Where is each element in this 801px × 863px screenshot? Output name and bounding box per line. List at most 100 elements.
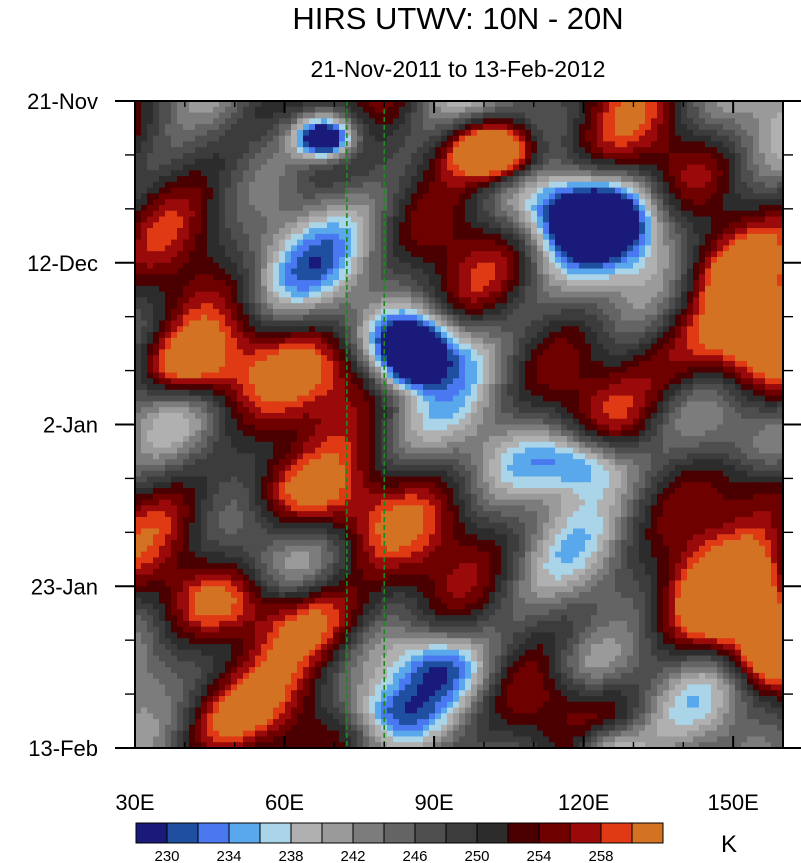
heatmap-cell (615, 112, 622, 119)
heatmap-cell (591, 256, 598, 264)
heatmap-cell (519, 135, 526, 143)
heatmap-cell (723, 343, 730, 351)
heatmap-cell (213, 187, 220, 195)
heatmap-cell (471, 147, 478, 154)
heatmap-cell (141, 181, 148, 189)
heatmap-cell (213, 210, 220, 218)
heatmap-cell (141, 106, 148, 114)
heatmap-cell (243, 355, 250, 362)
heatmap-cell (657, 343, 664, 351)
heatmap-cell (417, 239, 424, 247)
heatmap-cell (363, 314, 370, 322)
heatmap-cell (363, 285, 370, 293)
heatmap-cell (429, 320, 436, 327)
heatmap-cell (597, 360, 604, 368)
heatmap-cell (651, 360, 658, 368)
heatmap-cell (699, 233, 706, 241)
heatmap-cell (549, 355, 556, 362)
heatmap-cell (759, 193, 766, 200)
heatmap-cell (501, 129, 508, 137)
heatmap-cell (699, 176, 706, 183)
heatmap-cell (447, 210, 454, 218)
heatmap-cell (771, 147, 778, 154)
heatmap-cell (657, 158, 664, 166)
heatmap-cell (741, 112, 748, 119)
heatmap-cell (609, 135, 616, 143)
heatmap-cell (711, 239, 718, 247)
heatmap-cell (291, 349, 298, 356)
heatmap-cell (417, 101, 424, 108)
heatmap-cell (507, 233, 514, 241)
heatmap-cell (315, 245, 322, 252)
heatmap-cell (651, 106, 658, 114)
heatmap-cell (699, 349, 706, 356)
heatmap-cell (141, 101, 148, 108)
heatmap-cell (177, 256, 184, 264)
heatmap-cell (333, 129, 340, 137)
heatmap-cell (651, 256, 658, 264)
heatmap-cell (327, 297, 334, 304)
heatmap-cell (465, 314, 472, 322)
heatmap-cell (609, 251, 616, 258)
heatmap-cell (747, 320, 754, 327)
heatmap-cell (273, 256, 280, 264)
heatmap-cell (729, 245, 736, 252)
heatmap-cell (393, 262, 400, 270)
heatmap-cell (333, 251, 340, 258)
heatmap-cell (177, 268, 184, 275)
heatmap-cell (255, 343, 262, 351)
heatmap-cell (483, 129, 490, 137)
heatmap-cell (585, 314, 592, 322)
heatmap-cell (273, 337, 280, 345)
heatmap-cell (609, 170, 616, 177)
heatmap-cell (459, 314, 466, 322)
heatmap-cell (579, 280, 586, 287)
heatmap-cell (489, 228, 496, 235)
heatmap-cell (549, 210, 556, 218)
heatmap-cell (531, 360, 538, 368)
heatmap-cell (339, 129, 346, 137)
heatmap-cell (375, 337, 382, 345)
heatmap-cell (429, 343, 436, 351)
heatmap-cell (471, 308, 478, 316)
heatmap-cell (213, 268, 220, 275)
heatmap-cell (621, 129, 628, 137)
heatmap-cell (621, 141, 628, 148)
heatmap-cell (627, 158, 634, 166)
heatmap-cell (651, 129, 658, 137)
heatmap-cell (249, 152, 256, 160)
heatmap-cell (339, 118, 346, 125)
heatmap-cell (303, 268, 310, 275)
heatmap-cell (591, 320, 598, 327)
heatmap-cell (705, 355, 712, 362)
heatmap-cell (777, 245, 783, 252)
heatmap-cell (171, 222, 178, 229)
heatmap-cell (705, 152, 712, 160)
heatmap-cell (531, 285, 538, 293)
heatmap-cell (537, 262, 544, 270)
heatmap-cell (507, 280, 514, 287)
heatmap-cell (609, 204, 616, 212)
heatmap-cell (195, 187, 202, 195)
heatmap-cell (165, 106, 172, 114)
heatmap-cell (177, 297, 184, 304)
heatmap-cell (219, 314, 226, 322)
heatmap-cell (243, 274, 250, 281)
heatmap-cell (765, 308, 772, 316)
heatmap-cell (237, 216, 244, 223)
heatmap-cell (393, 141, 400, 148)
heatmap-cell (207, 228, 214, 235)
heatmap-cell (621, 280, 628, 287)
heatmap-cell (207, 106, 214, 114)
heatmap-cell (513, 308, 520, 316)
heatmap-cell (501, 308, 508, 316)
heatmap-cell (225, 303, 232, 310)
heatmap-cell (603, 233, 610, 241)
heatmap-cell (393, 245, 400, 252)
heatmap-cell (375, 124, 382, 131)
heatmap-cell (159, 337, 166, 345)
heatmap-cell (483, 280, 490, 287)
heatmap-cell (381, 360, 388, 368)
heatmap-cell (147, 343, 154, 351)
heatmap-cell (429, 228, 436, 235)
